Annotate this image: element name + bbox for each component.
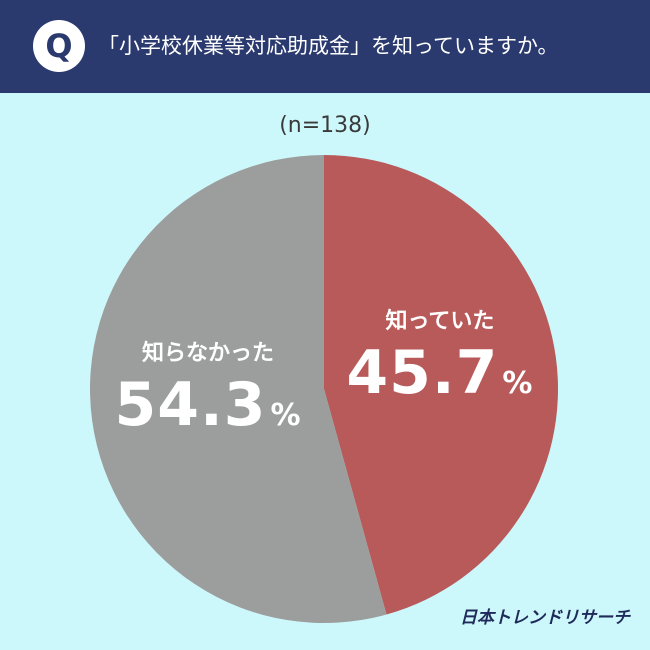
slice-value-known-number: 45.7	[346, 338, 499, 409]
slice-label-known: 知っていた	[385, 309, 495, 335]
slice-value-unknown-number: 54.3	[114, 369, 267, 440]
sample-size: (n=138)	[279, 113, 371, 138]
slice-label-unknown: 知らなかった	[142, 340, 275, 366]
percent-sign: %	[270, 397, 302, 433]
question-text: 「小学校休業等対応助成金」を知っていますか。	[98, 34, 559, 58]
header-banner: Q 「小学校休業等対応助成金」を知っていますか。	[0, 0, 650, 93]
slice-value-unknown: 54.3%	[98, 370, 318, 440]
percent-sign: %	[502, 366, 534, 402]
brand-logo-text: 日本トレンドリサーチ	[460, 608, 630, 628]
question-badge: Q	[33, 20, 85, 72]
slice-value-known: 45.7%	[330, 338, 550, 408]
pie-slice-known	[324, 155, 559, 615]
pie-slice-unknown	[90, 155, 387, 624]
